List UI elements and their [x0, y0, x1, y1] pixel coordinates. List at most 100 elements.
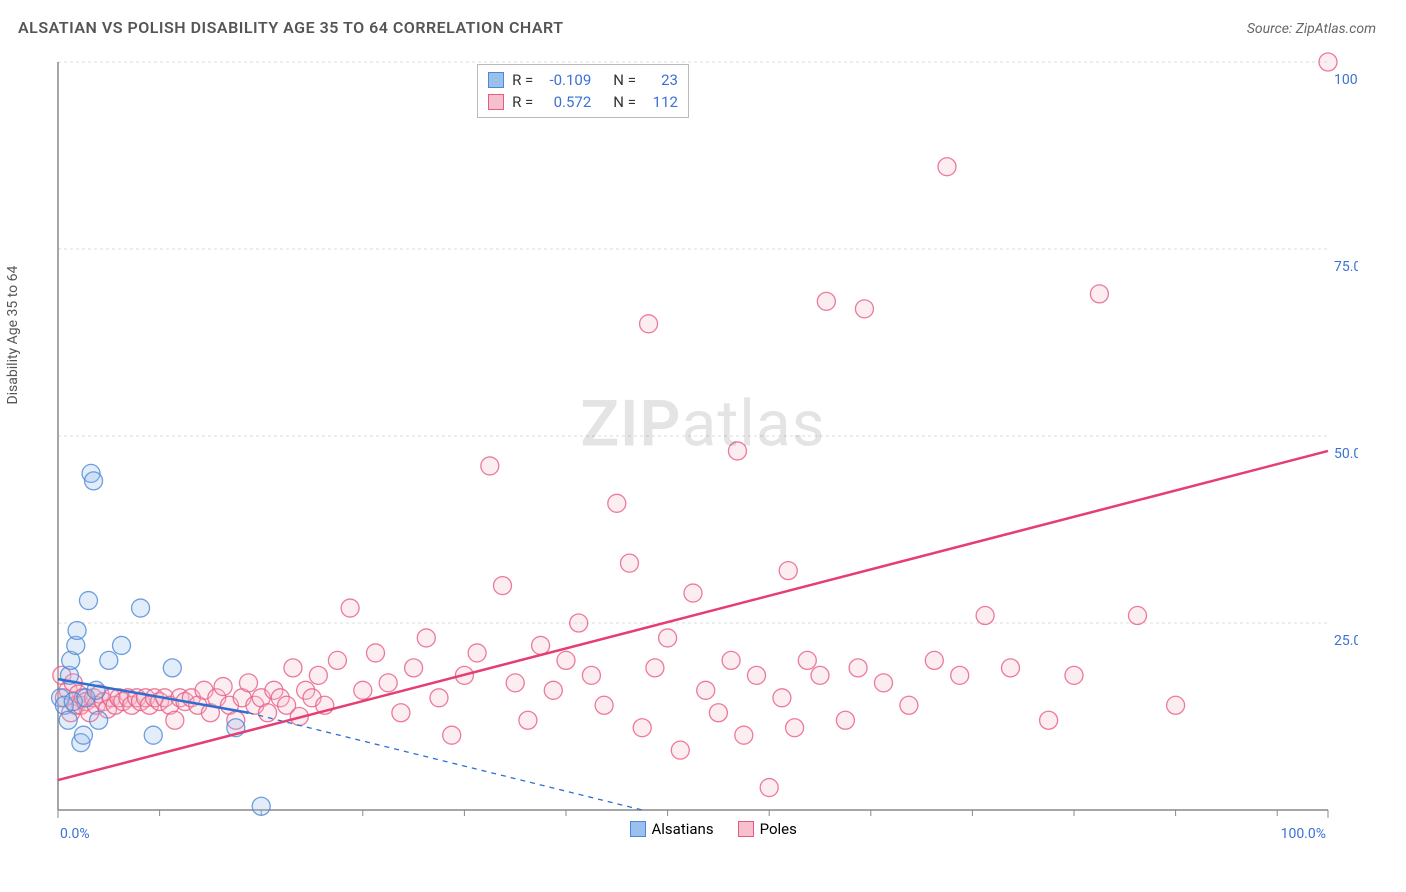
scatter-point [79, 592, 97, 610]
scatter-point [59, 711, 77, 729]
scatter-point [748, 666, 766, 684]
scatter-point [144, 726, 162, 744]
n-value: 112 [644, 93, 678, 111]
scatter-point [951, 666, 969, 684]
scatter-point [786, 719, 804, 737]
legend-item: Alsatians [630, 820, 714, 838]
r-label: R = [512, 93, 533, 111]
legend-swatch [738, 821, 754, 837]
stats-row: R = -0.109 N = 23 [488, 69, 678, 91]
r-label: R = [512, 71, 533, 89]
scatter-point [379, 674, 397, 692]
source-attribution: Source: ZipAtlas.com [1247, 21, 1376, 37]
scatter-point [646, 659, 664, 677]
scatter-point [849, 659, 867, 677]
scatter-point [74, 726, 92, 744]
scatter-point [328, 651, 346, 669]
svg-text:0.0%: 0.0% [60, 826, 90, 842]
scatter-point [132, 599, 150, 617]
chart-title: ALSATIAN VS POLISH DISABILITY AGE 35 TO … [18, 18, 564, 37]
scatter-point [728, 442, 746, 460]
scatter-point [240, 674, 258, 692]
scatter-point [481, 457, 499, 475]
scatter-point [367, 644, 385, 662]
scatter-point [430, 689, 448, 707]
scatter-point [309, 666, 327, 684]
scatter-point [595, 696, 613, 714]
scatter-point [633, 719, 651, 737]
legend-item: Poles [738, 820, 797, 838]
correlation-stats-box: R = -0.109 N = 23 R = 0.572 N = 112 [477, 64, 689, 118]
scatter-point [722, 651, 740, 669]
scatter-point [817, 292, 835, 310]
scatter-point [252, 797, 270, 815]
scatter-point [544, 681, 562, 699]
scatter-point [532, 636, 550, 654]
scatter-point [671, 741, 689, 759]
scatter-point [113, 636, 131, 654]
scatter-point [166, 711, 184, 729]
scatter-point [1167, 696, 1185, 714]
scatter-point [506, 674, 524, 692]
scatter-point [405, 659, 423, 677]
legend-swatch [630, 821, 646, 837]
scatter-point [773, 689, 791, 707]
svg-text:25.0%: 25.0% [1334, 633, 1358, 649]
scatter-point [519, 711, 537, 729]
n-label: N = [613, 93, 636, 111]
scatter-point [582, 666, 600, 684]
scatter-point [468, 644, 486, 662]
scatter-point [90, 711, 108, 729]
legend-label: Alsatians [652, 820, 714, 838]
scatter-point [735, 726, 753, 744]
scatter-point [640, 315, 658, 333]
scatter-point [836, 711, 854, 729]
legend-label: Poles [760, 820, 797, 838]
scatter-point [443, 726, 461, 744]
scatter-point [494, 577, 512, 595]
scatter-chart: 25.0%50.0%75.0%100.0%0.0%100.0% [18, 50, 1358, 850]
svg-text:100.0%: 100.0% [1334, 72, 1358, 88]
scatter-point [798, 651, 816, 669]
trend-line-extrapolated [249, 713, 643, 810]
scatter-point [684, 584, 702, 602]
scatter-point [608, 494, 626, 512]
svg-text:50.0%: 50.0% [1334, 446, 1358, 462]
scatter-point [1090, 285, 1108, 303]
scatter-point [779, 562, 797, 580]
scatter-point [570, 614, 588, 632]
stats-row: R = 0.572 N = 112 [488, 91, 678, 113]
r-value: -0.109 [541, 71, 591, 89]
scatter-point [354, 681, 372, 699]
scatter-point [697, 681, 715, 699]
scatter-point [938, 158, 956, 176]
legend-swatch [488, 94, 504, 110]
scatter-point [1065, 666, 1083, 684]
scatter-point [100, 651, 118, 669]
scatter-point [557, 651, 575, 669]
scatter-point [1129, 607, 1147, 625]
y-axis-label: Disability Age 35 to 64 [5, 266, 21, 405]
n-value: 23 [644, 71, 678, 89]
n-label: N = [613, 71, 636, 89]
scatter-point [621, 554, 639, 572]
scatter-point [1002, 659, 1020, 677]
scatter-point [417, 629, 435, 647]
scatter-point [85, 472, 103, 490]
scatter-point [709, 704, 727, 722]
scatter-point [341, 599, 359, 617]
chart-container: Disability Age 35 to 64 25.0%50.0%75.0%1… [18, 50, 1388, 882]
scatter-point [976, 607, 994, 625]
scatter-point [900, 696, 918, 714]
scatter-point [1319, 53, 1337, 71]
scatter-point [392, 704, 410, 722]
scatter-point [214, 678, 232, 696]
r-value: 0.572 [541, 93, 591, 111]
scatter-point [659, 629, 677, 647]
scatter-point [284, 659, 302, 677]
scatter-point [259, 704, 277, 722]
scatter-point [925, 651, 943, 669]
scatter-point [1040, 711, 1058, 729]
svg-text:75.0%: 75.0% [1334, 259, 1358, 275]
scatter-point [811, 666, 829, 684]
